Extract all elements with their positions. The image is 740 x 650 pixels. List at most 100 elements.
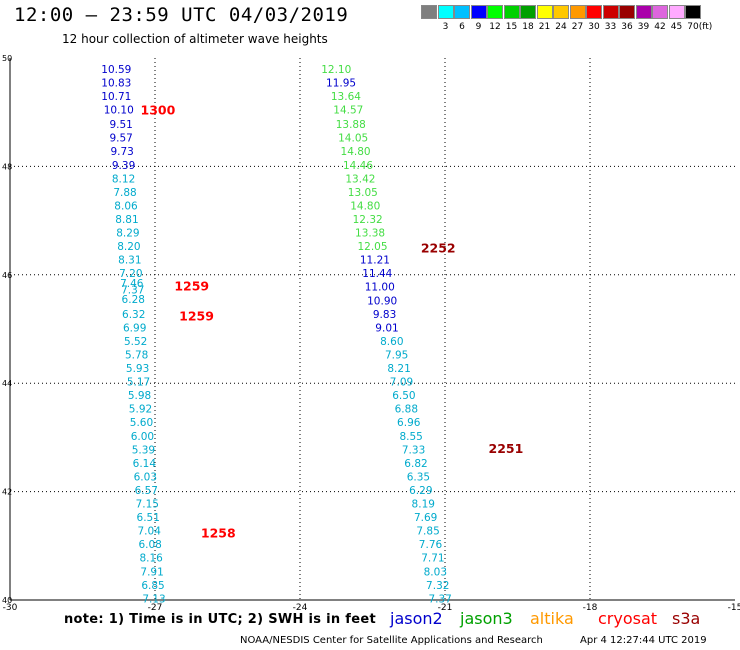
time-annotation: 2252 bbox=[421, 241, 456, 256]
data-point-label: 8.60 bbox=[380, 336, 403, 348]
data-point-label: 7.91 bbox=[140, 566, 163, 578]
data-point-label: 6.82 bbox=[404, 458, 427, 470]
data-point-label: 7.37 bbox=[428, 593, 451, 605]
data-point-label: 6.14 bbox=[133, 458, 157, 470]
data-point-label: 13.05 bbox=[348, 187, 378, 199]
satellite-label-jason3: jason3 bbox=[460, 609, 513, 628]
legend-swatch bbox=[652, 5, 668, 19]
satellite-label-cryosat: cryosat bbox=[598, 609, 658, 628]
legend-bin-label: 42 bbox=[654, 22, 666, 32]
x-tick-label: -30 bbox=[3, 603, 18, 613]
data-point-label: 12.05 bbox=[357, 241, 387, 253]
data-point-label: 8.21 bbox=[387, 363, 410, 375]
data-point-label: 6.85 bbox=[141, 580, 164, 592]
data-point-label: 13.42 bbox=[345, 173, 375, 185]
x-tick-label: -24 bbox=[293, 603, 308, 613]
satellite-label-s3a: s3a bbox=[672, 609, 701, 628]
data-point-label: 14.05 bbox=[338, 133, 368, 145]
data-point-label: 9.83 bbox=[373, 309, 396, 321]
legend-bin-label: 18 bbox=[522, 22, 534, 32]
legend-bin-label: 70 bbox=[687, 22, 699, 32]
legend-swatch bbox=[553, 5, 569, 19]
data-point-label: 14.80 bbox=[350, 200, 380, 212]
legend-bin-label: 27 bbox=[571, 22, 584, 32]
data-point-label: 14.80 bbox=[341, 146, 371, 158]
data-point-label: 6.08 bbox=[138, 539, 161, 551]
x-tick-label: -15 bbox=[728, 603, 740, 613]
data-point-label: 12.10 bbox=[321, 64, 351, 76]
footer-credit: NOAA/NESDIS Center for Satellite Applica… bbox=[240, 635, 543, 646]
data-point-label: 5.60 bbox=[130, 417, 153, 429]
legend-swatch bbox=[437, 5, 454, 19]
data-point-label: 6.50 bbox=[392, 390, 415, 402]
data-point-label: 11.95 bbox=[326, 77, 356, 89]
legend-bin-label: 21 bbox=[538, 22, 551, 32]
data-point-label: 13.38 bbox=[355, 228, 385, 240]
y-tick-label: 40 bbox=[2, 596, 12, 605]
data-point-label: 7.69 bbox=[414, 512, 437, 524]
time-annotation: 1258 bbox=[201, 525, 236, 540]
legend-bin-label: 6 bbox=[459, 22, 465, 32]
data-point-label: 8.06 bbox=[114, 200, 138, 212]
data-point-label: 8.81 bbox=[115, 214, 138, 226]
y-tick-label: 44 bbox=[2, 379, 12, 388]
legend-swatch bbox=[635, 5, 652, 19]
legend-swatch bbox=[421, 5, 437, 19]
time-annotation: 1259 bbox=[174, 279, 209, 294]
data-point-label: 8.31 bbox=[118, 255, 141, 267]
data-point-label: 6.28 bbox=[122, 294, 145, 306]
satellite-label-altika: altika bbox=[530, 609, 574, 628]
x-tick-label: -21 bbox=[438, 603, 453, 613]
data-point-label: 8.19 bbox=[412, 499, 435, 511]
legend-swatch bbox=[470, 5, 487, 19]
data-point-label: 6.29 bbox=[409, 485, 432, 497]
data-point-label: 13.64 bbox=[331, 91, 361, 103]
time-annotation: 1300 bbox=[141, 102, 176, 117]
y-tick-label: 46 bbox=[2, 271, 12, 280]
data-point-label: 14.46 bbox=[343, 160, 373, 172]
x-tick-label: -27 bbox=[148, 603, 163, 613]
data-point-label: 7.46 bbox=[120, 278, 144, 290]
data-point-label: 7.15 bbox=[136, 499, 159, 511]
data-point-label: 9.57 bbox=[109, 133, 132, 145]
time-annotation: 2251 bbox=[489, 441, 524, 456]
y-tick-label: 42 bbox=[2, 488, 12, 497]
data-point-label: 13.88 bbox=[336, 119, 366, 131]
data-point-label: 7.32 bbox=[426, 580, 449, 592]
satellite-label-jason2: jason2 bbox=[390, 609, 443, 628]
legend-bin-label: 33 bbox=[604, 22, 617, 32]
data-point-label: 10.83 bbox=[101, 77, 131, 89]
data-point-label: 7.33 bbox=[402, 444, 425, 456]
data-point-label: 11.21 bbox=[360, 255, 390, 267]
legend-bin-label: 45 bbox=[670, 22, 683, 32]
data-point-label: 5.17 bbox=[127, 377, 150, 389]
data-point-label: 6.32 bbox=[122, 309, 145, 321]
legend-bin-label: 15 bbox=[505, 22, 518, 32]
data-point-label: 10.90 bbox=[367, 295, 397, 307]
data-point-label: 10.59 bbox=[101, 64, 131, 76]
data-point-label: 6.57 bbox=[135, 485, 158, 497]
data-point-label: 7.13 bbox=[142, 593, 165, 605]
data-point-label: 6.51 bbox=[137, 512, 160, 524]
data-point-label: 8.03 bbox=[424, 566, 447, 578]
legend-bin-label: 9 bbox=[475, 22, 482, 32]
data-point-label: 9.73 bbox=[110, 146, 133, 158]
time-annotation: 1259 bbox=[179, 308, 214, 323]
data-point-label: 5.78 bbox=[125, 349, 148, 361]
data-point-label: 7.88 bbox=[113, 187, 136, 199]
data-point-label: 9.39 bbox=[112, 160, 135, 172]
data-point-label: 9.51 bbox=[109, 119, 132, 131]
data-point-label: 10.10 bbox=[104, 104, 134, 116]
data-point-label: 9.01 bbox=[375, 322, 398, 334]
data-point-label: 12.32 bbox=[353, 214, 383, 226]
legend-bin-label: 3 bbox=[442, 22, 449, 32]
data-point-label: 11.00 bbox=[365, 282, 395, 294]
legend-bin-label: 36 bbox=[621, 22, 633, 32]
legend-unit: (ft) bbox=[698, 22, 713, 32]
legend-swatch bbox=[668, 5, 685, 19]
data-point-label: 8.12 bbox=[112, 173, 135, 185]
legend-swatch bbox=[503, 5, 520, 19]
footer-timestamp: Apr 4 12:27:44 UTC 2019 bbox=[580, 635, 707, 646]
data-point-label: 7.76 bbox=[419, 539, 443, 551]
